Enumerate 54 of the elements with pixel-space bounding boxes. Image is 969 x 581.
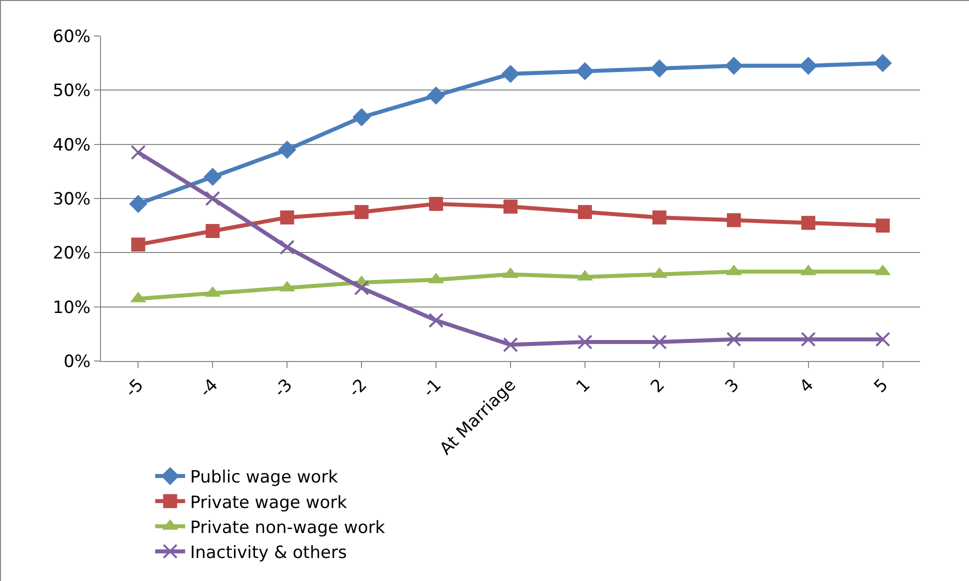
- x-tick-label: 3: [722, 375, 744, 398]
- y-tick-label: 50%: [52, 81, 91, 102]
- point: [206, 224, 220, 238]
- x-tick-label: 1: [572, 375, 594, 398]
- point: [652, 334, 667, 350]
- point: [131, 238, 146, 252]
- x-tick-label: -3: [270, 375, 297, 402]
- point: [801, 216, 816, 230]
- point: [354, 280, 370, 296]
- point: [428, 312, 444, 328]
- point: [799, 56, 818, 75]
- y-tick-label: 0%: [64, 352, 91, 372]
- point: [205, 191, 220, 206]
- point: [429, 196, 444, 211]
- point: [577, 334, 592, 350]
- point: [504, 200, 518, 214]
- point: [278, 140, 296, 159]
- legend-label: Inactivity & others: [190, 542, 347, 563]
- y-tick-label: 30%: [52, 189, 91, 210]
- point: [426, 86, 446, 105]
- point: [800, 332, 816, 347]
- x-tick-label: -5: [122, 375, 148, 402]
- x-tick-label: -1: [419, 375, 446, 402]
- point: [501, 64, 520, 84]
- legend-label: Public wage work: [190, 468, 338, 488]
- point: [726, 213, 741, 228]
- y-tick-label: 40%: [52, 135, 91, 156]
- x-tick-label: 5: [870, 375, 892, 398]
- legend-label: Private non-wage work: [190, 518, 386, 538]
- point: [875, 332, 890, 347]
- y-tick-label: 60%: [52, 26, 91, 47]
- point: [280, 240, 295, 255]
- y-tick-label: 10%: [52, 298, 91, 318]
- point: [652, 210, 666, 224]
- point: [129, 194, 148, 214]
- point: [874, 54, 892, 72]
- point: [876, 218, 890, 233]
- point: [724, 56, 743, 75]
- point: [352, 108, 371, 126]
- point: [204, 168, 222, 186]
- point: [578, 205, 592, 220]
- x-tick-label: -4: [196, 375, 222, 402]
- point: [354, 205, 369, 220]
- y-tick-label: 20%: [52, 244, 91, 264]
- point: [130, 144, 146, 160]
- point: [503, 337, 518, 352]
- x-tick-label: 2: [647, 375, 669, 398]
- x-tick-label: -2: [345, 375, 372, 402]
- x-tick-label: 4: [796, 375, 818, 398]
- legend-label: Private wage work: [190, 492, 348, 513]
- point: [650, 59, 669, 78]
- point: [726, 332, 742, 347]
- point: [280, 210, 294, 224]
- point: [576, 62, 594, 80]
